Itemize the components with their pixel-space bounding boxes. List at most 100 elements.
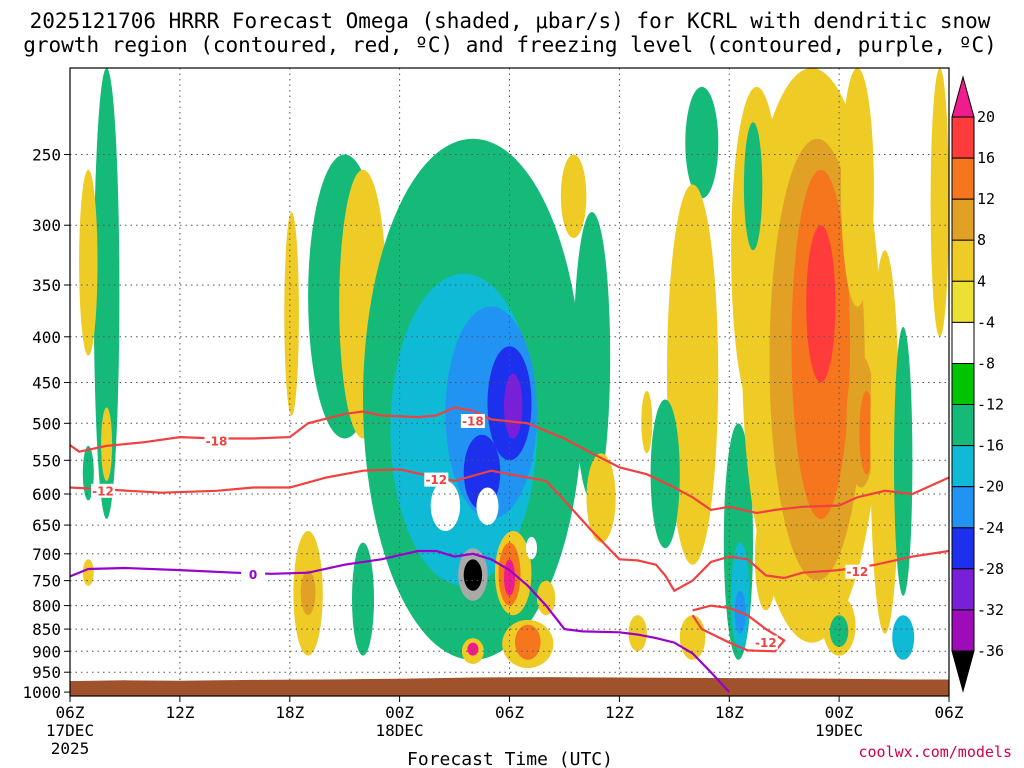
contour-minus12-label-bg-0	[91, 483, 115, 498]
omega-region-55	[894, 327, 913, 596]
x-tick-date-18: 18DEC	[376, 721, 424, 740]
colorbar-bin-6	[951, 363, 975, 406]
contour-minus12-label-3: -12	[755, 636, 777, 650]
x-tick-date-42: 19DEC	[815, 721, 863, 740]
x-tick-date-0: 17DEC	[46, 721, 94, 740]
omega-region-35	[685, 86, 719, 199]
colorbar-top-arrow	[951, 75, 975, 118]
contour-minus12-label-bg-2	[424, 472, 449, 487]
y-tick-label-700: 700	[32, 545, 61, 564]
colorbar-bin-10	[951, 527, 975, 570]
y-tick-label-500: 500	[32, 414, 61, 433]
colorbar-bin-11	[951, 568, 975, 611]
omega-region-53	[859, 391, 874, 475]
x-tick-label-18: 00Z	[385, 703, 414, 722]
y-tick-label-750: 750	[32, 572, 61, 591]
omega-region-37	[650, 399, 680, 549]
y-tick-label-850: 850	[32, 620, 61, 639]
colorbar-bin-12	[951, 609, 975, 652]
y-tick-label-400: 400	[32, 328, 61, 347]
y-tick-label-450: 450	[32, 374, 61, 393]
omega-region-32	[573, 212, 611, 501]
y-tick-label-350: 350	[32, 276, 61, 295]
omega-region-3	[101, 407, 113, 481]
colorbar-bin-2	[951, 198, 975, 241]
contour-freezing-level-label-bg-0	[241, 567, 266, 582]
colorbar-bin-0	[951, 116, 975, 159]
omega-region-18	[430, 480, 461, 531]
credit-text: coolwx.com/models	[858, 743, 1012, 761]
contour-minus18-line	[69, 406, 950, 515]
chart-title-line1: 2025121706 HRRR Forecast Omega (shaded, …	[30, 9, 991, 33]
contour-minus18-label-0: -18	[206, 434, 228, 448]
colorbar-label-8: -16	[977, 437, 1004, 455]
omega-region-7	[300, 570, 316, 616]
omega-region-25	[515, 624, 541, 660]
contour-layer: -18 -18 -12 -12 -12 -12 0	[69, 406, 950, 693]
omega-region-54	[870, 250, 900, 634]
omega-region-51	[840, 68, 874, 307]
colorbar-label-5: -4	[977, 313, 995, 331]
y-tick-label-250: 250	[32, 146, 61, 165]
omega-region-56	[892, 615, 915, 660]
omega-region-5	[284, 212, 299, 416]
colorbar-label-4: 4	[977, 272, 986, 290]
colorbar: 20 16 12 8 4 -4 -8 -12 -16 -20 -24 -28 -32 -36	[951, 75, 1004, 693]
colorbar-bin-4	[951, 280, 975, 323]
contour-minus12-loop	[691, 604, 786, 653]
omega-region-38	[641, 391, 653, 454]
omega-region-58	[743, 122, 763, 251]
contour-minus12-label-0: -12	[92, 484, 114, 498]
x-tick-label-24: 06Z	[495, 703, 524, 722]
x-tick-label-30: 12Z	[605, 703, 634, 722]
colorbar-label-0: 20	[977, 108, 995, 126]
x-tick-label-6: 12Z	[165, 703, 194, 722]
x-axis-label: Forecast Time (UTC)	[407, 749, 613, 768]
colorbar-label-2: 12	[977, 190, 995, 208]
omega-region-19	[476, 487, 499, 526]
omega-region-33	[586, 453, 616, 543]
omega-region-36	[667, 184, 719, 565]
x-tick-label-12: 18Z	[275, 703, 304, 722]
contour-freezing-level-label-0: 0	[249, 568, 257, 582]
omega-region-57	[930, 68, 949, 337]
omega-region-4	[82, 559, 94, 586]
colorbar-bin-3	[951, 239, 975, 282]
chart-title-line2: growth region (contoured, red, ºC) and f…	[23, 33, 997, 57]
colorbar-label-10: -24	[977, 519, 1004, 537]
omega-region-30	[536, 580, 556, 616]
contour-minus18-label-bg-0	[204, 433, 229, 448]
omega-region-0	[93, 68, 120, 519]
contour-minus12-line	[69, 468, 950, 593]
colorbar-bin-1	[951, 157, 975, 200]
omega-region-11	[352, 542, 374, 656]
colorbar-label-11: -28	[977, 560, 1004, 578]
colorbar-label-7: -12	[977, 396, 1004, 414]
x-tick-label-0: 06Z	[56, 703, 85, 722]
colorbar-label-12: -32	[977, 601, 1004, 619]
omega-region-29	[463, 559, 483, 591]
omega-region-48	[806, 225, 836, 383]
y-tick-label-650: 650	[32, 516, 61, 535]
colorbar-bin-9	[951, 486, 975, 529]
omega-region-34	[628, 615, 647, 652]
y-axis: 250 300 350 400 450 500 550 600 650 700 750 800 850 9…	[22, 146, 70, 702]
omega-region-23	[526, 536, 537, 560]
colorbar-label-6: -8	[977, 355, 995, 373]
colorbar-bin-7	[951, 404, 975, 447]
y-tick-label-950: 950	[32, 663, 61, 682]
x-tick-label-42: 00Z	[825, 703, 854, 722]
contour-minus12-label-1: -12	[847, 565, 869, 579]
y-tick-label-1000: 1000	[22, 683, 61, 702]
contour-minus18-label-1: -18	[462, 415, 484, 429]
colorbar-bin-5	[951, 321, 975, 364]
omega-region-22	[504, 559, 515, 596]
colorbar-label-3: 8	[977, 231, 986, 249]
contour-freezing-level-line	[69, 549, 731, 693]
x-tick-year-0: 2025	[51, 739, 90, 758]
omega-region-27	[467, 642, 479, 656]
x-tick-label-48: 06Z	[935, 703, 964, 722]
y-tick-label-900: 900	[32, 642, 61, 661]
omega-region-16	[504, 373, 523, 439]
